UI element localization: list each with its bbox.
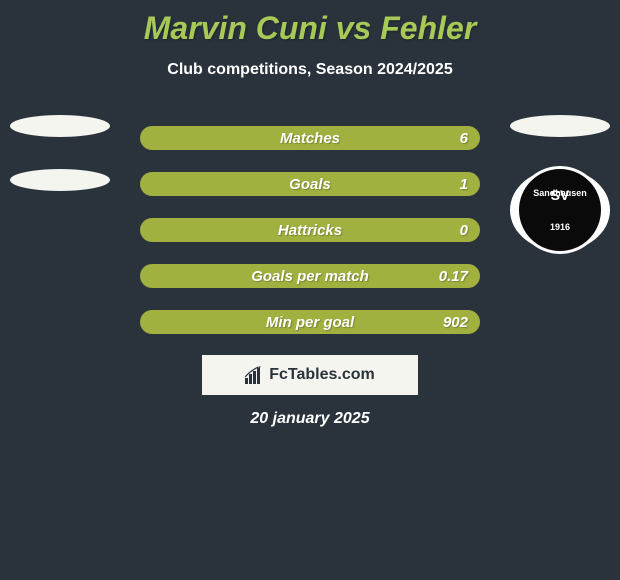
stat-value: 902 — [443, 314, 468, 331]
stat-row: Matches 6 — [140, 126, 480, 150]
stat-label: Hattricks — [278, 222, 342, 239]
chart-bars-icon — [245, 366, 265, 384]
placeholder-oval — [510, 115, 610, 137]
date-text: 20 january 2025 — [250, 410, 369, 428]
stat-value: 6 — [460, 130, 468, 147]
stat-label: Min per goal — [266, 314, 354, 331]
left-player-avatars — [10, 115, 110, 223]
stat-row: Goals per match 0.17 — [140, 264, 480, 288]
stat-label: Goals per match — [251, 268, 369, 285]
comparison-title: Marvin Cuni vs Fehler — [0, 0, 620, 47]
stat-row: Min per goal 902 — [140, 310, 480, 334]
infographic-container: Marvin Cuni vs Fehler Club competitions,… — [0, 0, 620, 580]
stat-label: Goals — [289, 176, 331, 193]
stat-value: 0 — [460, 222, 468, 239]
subtitle: Club competitions, Season 2024/2025 — [0, 61, 620, 79]
watermark-text: FcTables.com — [269, 366, 375, 384]
stat-row: Hattricks 0 — [140, 218, 480, 242]
right-player-avatars: SV Sandhausen 1916 — [510, 115, 610, 251]
watermark: FcTables.com — [202, 355, 418, 395]
placeholder-oval — [10, 169, 110, 191]
badge-sv-text: SV — [551, 187, 570, 203]
stats-list: Matches 6 Goals 1 Hattricks 0 Goals per … — [140, 126, 480, 356]
placeholder-oval — [10, 115, 110, 137]
stat-label: Matches — [280, 130, 340, 147]
stat-value: 0.17 — [439, 268, 468, 285]
club-badge: SV Sandhausen 1916 — [510, 169, 610, 251]
stat-row: Goals 1 — [140, 172, 480, 196]
stat-value: 1 — [460, 176, 468, 193]
badge-year: 1916 — [550, 222, 570, 232]
club-badge-inner: SV Sandhausen 1916 — [516, 166, 604, 254]
